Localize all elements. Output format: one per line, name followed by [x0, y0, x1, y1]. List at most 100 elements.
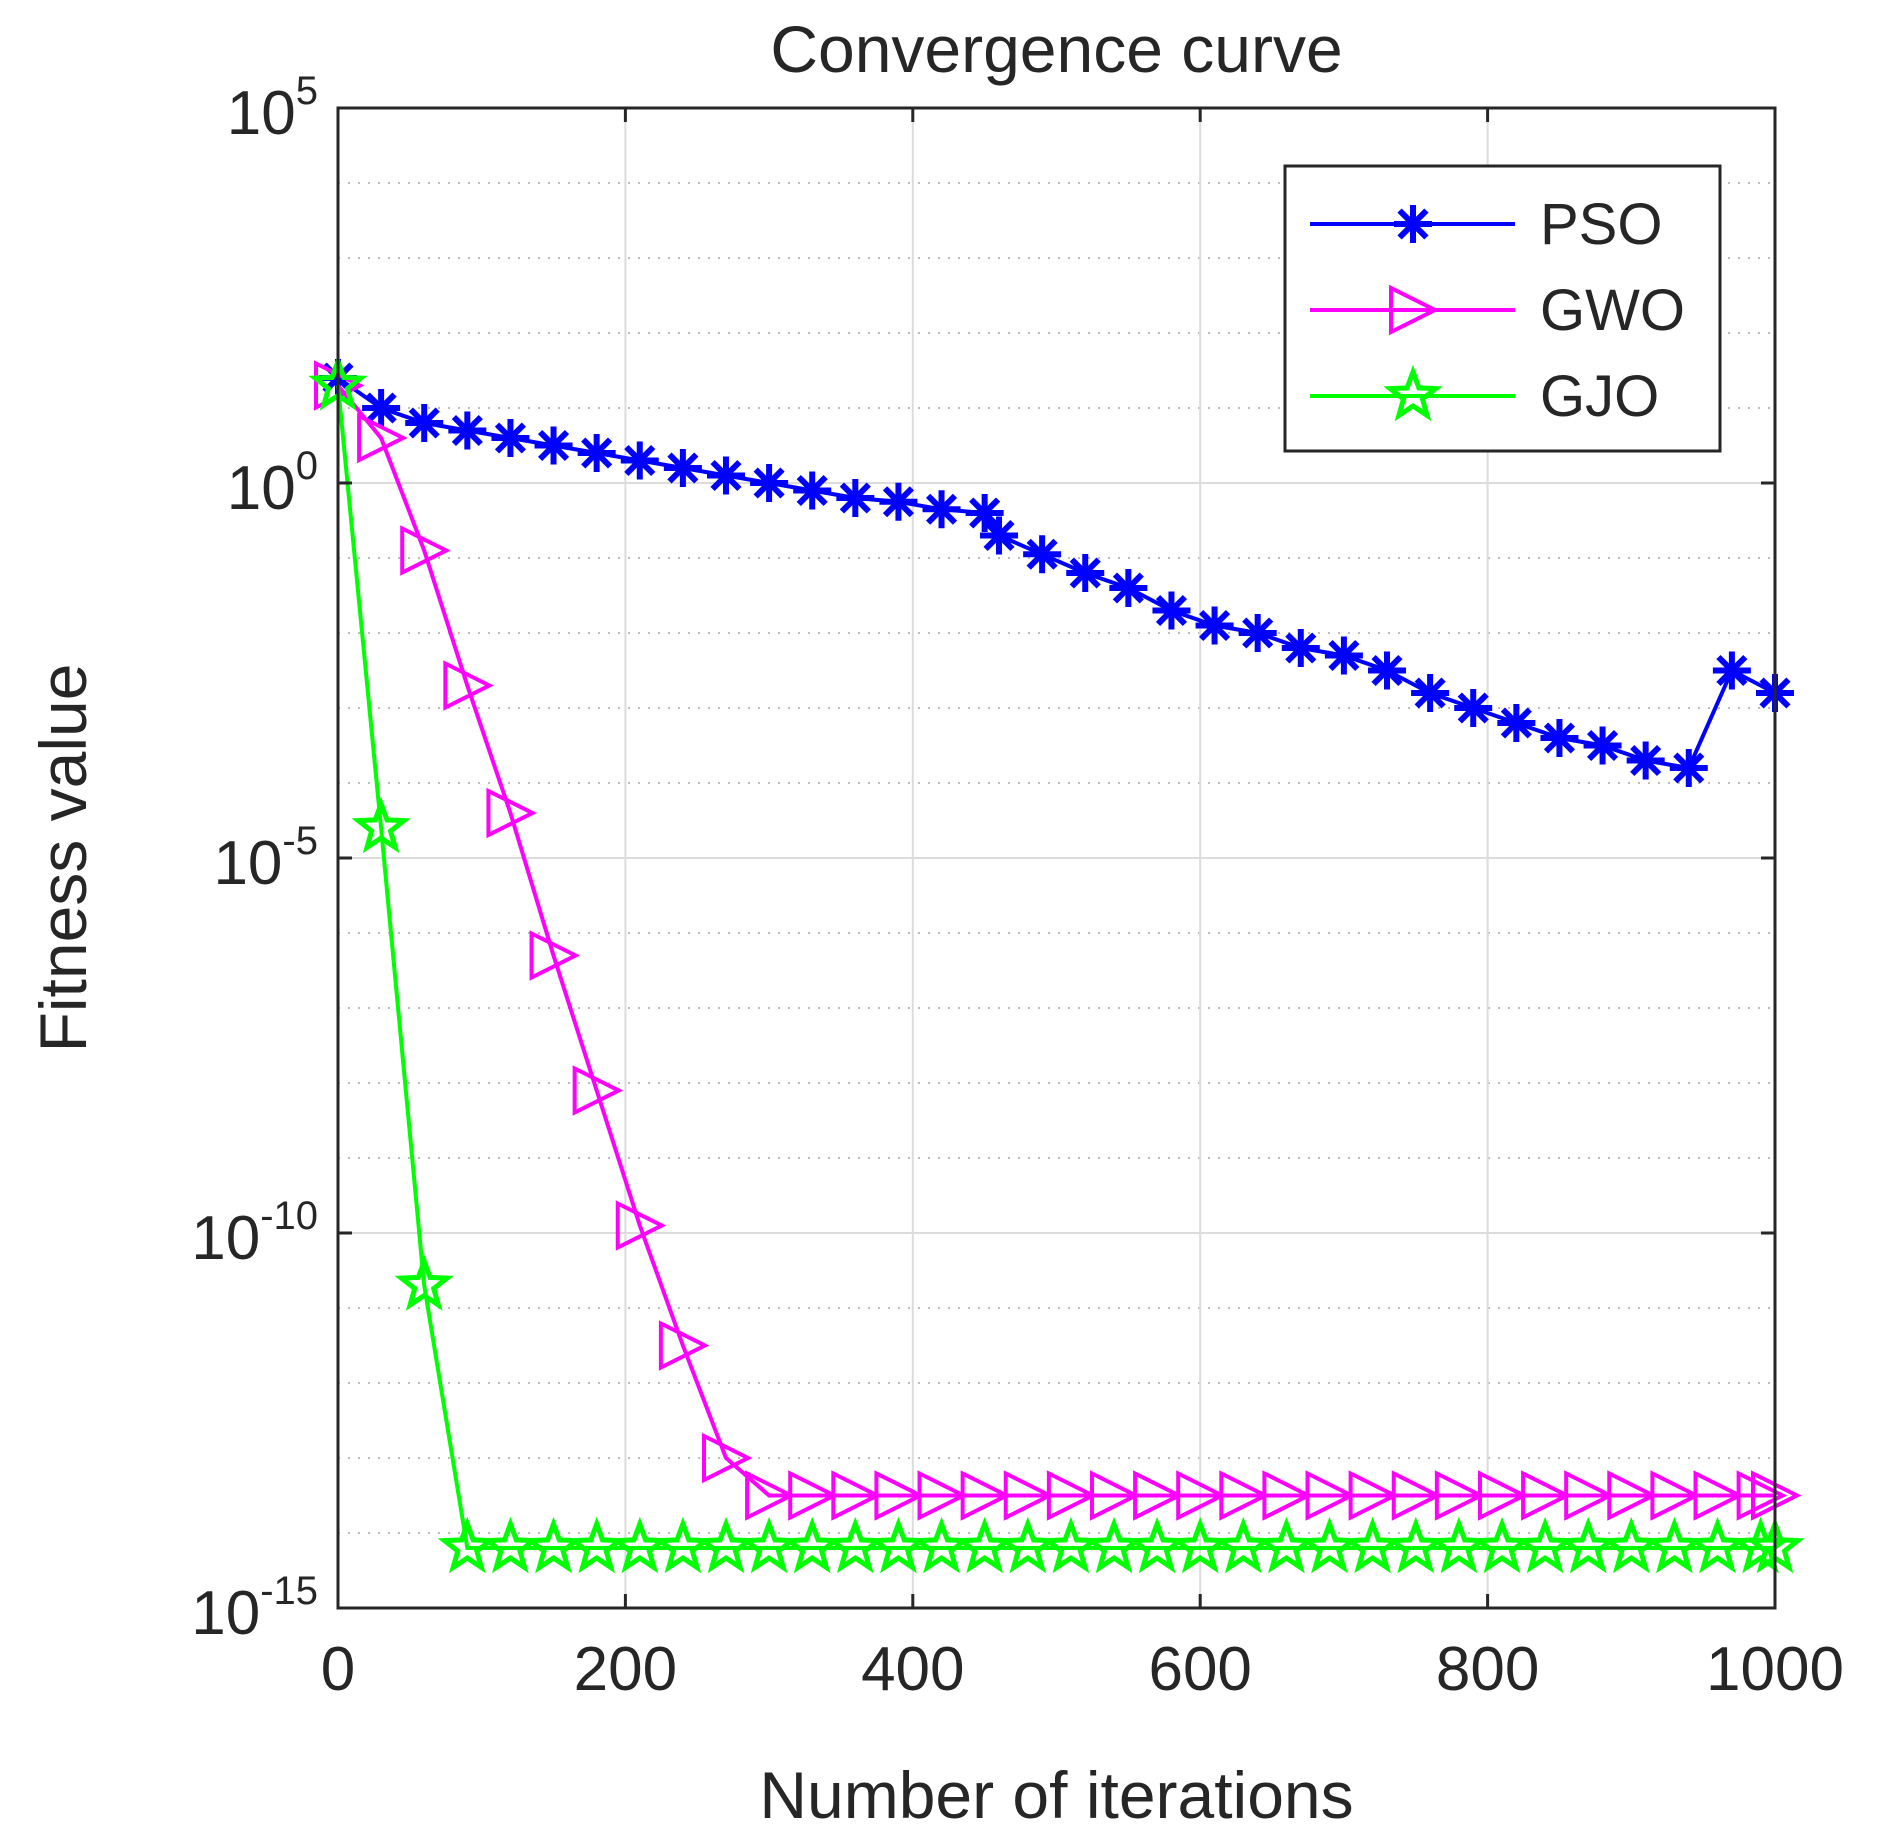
asterisk-stroke — [1242, 617, 1274, 649]
asterisk-stroke — [969, 497, 1001, 529]
data-point-gwo — [1521, 1470, 1572, 1521]
data-point-pso — [1411, 674, 1450, 712]
data-point-pso — [1324, 636, 1363, 675]
data-point-gwo — [917, 1470, 969, 1521]
data-point-pso — [577, 434, 616, 472]
asterisk-stroke — [1500, 707, 1532, 739]
data-point-gwo — [1736, 1470, 1788, 1521]
asterisk-stroke — [925, 493, 958, 525]
data-point-gwo — [486, 787, 537, 839]
data-point-gwo — [1564, 1470, 1615, 1521]
legend-item-pso: PSO — [1310, 192, 1663, 257]
data-point-gwo — [1305, 1470, 1357, 1521]
data-point-gwo — [615, 1200, 667, 1251]
asterisk-stroke — [1630, 744, 1662, 777]
data-point-gwo — [701, 1432, 753, 1484]
asterisk-stroke — [1328, 639, 1360, 672]
asterisk-stroke — [839, 482, 871, 514]
x-tick-label: 0 — [321, 1635, 355, 1704]
data-point-pso — [1497, 704, 1536, 742]
asterisk-stroke — [451, 414, 483, 447]
asterisk-stroke — [983, 519, 1015, 552]
data-point-pso — [1583, 726, 1622, 765]
asterisk-stroke — [1199, 609, 1231, 642]
data-point-gwo — [1176, 1470, 1227, 1521]
data-point-pso — [1066, 554, 1105, 592]
data-point-gwo — [1391, 1470, 1443, 1521]
legend-item-gjo: GJO — [1310, 364, 1659, 429]
data-point-gwo — [400, 525, 451, 576]
data-point-gwo — [529, 930, 581, 981]
data-point-pso — [362, 389, 401, 427]
data-point-pso — [879, 482, 918, 521]
data-point-gjo — [394, 1254, 454, 1311]
data-point-gwo — [658, 1320, 710, 1371]
data-point-pso — [1368, 651, 1407, 690]
data-point-pso — [405, 404, 444, 442]
x-axis-label: Number of iterations — [759, 1758, 1353, 1832]
data-point-gwo — [788, 1470, 839, 1521]
asterisk-stroke — [581, 437, 613, 469]
y-tick-label: 105 — [227, 69, 318, 148]
data-point-gwo — [1693, 1470, 1744, 1521]
data-point-pso — [491, 419, 530, 457]
data-point-pso — [663, 449, 702, 487]
data-point-pso — [793, 471, 832, 510]
data-point-gwo — [1003, 1470, 1055, 1521]
data-point-pso — [1626, 741, 1665, 780]
asterisk-stroke — [494, 422, 526, 454]
legend-label: PSO — [1540, 192, 1663, 257]
legend-label: GJO — [1540, 364, 1659, 429]
legend: PSO GWO GJO — [1283, 164, 1722, 453]
legend-marker-gjo — [1383, 364, 1443, 422]
data-point-gwo — [1133, 1470, 1184, 1521]
x-tick-label: 200 — [574, 1635, 677, 1704]
data-point-pso — [836, 479, 875, 517]
asterisk-stroke — [1285, 632, 1317, 664]
data-point-pso — [1454, 689, 1493, 727]
data-point-pso — [620, 441, 659, 480]
x-tick-label: 800 — [1436, 1635, 1539, 1704]
asterisk-stroke — [1457, 692, 1489, 724]
asterisk-stroke — [1026, 538, 1058, 570]
data-point-pso — [750, 464, 789, 502]
asterisk-stroke — [1543, 722, 1576, 754]
series-line-gwo — [336, 384, 1775, 1498]
asterisk-stroke — [1155, 594, 1188, 627]
asterisk-stroke — [1587, 729, 1619, 762]
asterisk-stroke — [1371, 654, 1403, 687]
data-point-gwo — [1219, 1470, 1270, 1521]
asterisk-stroke — [624, 444, 656, 477]
data-point-pso — [1281, 629, 1320, 667]
data-point-pso — [706, 456, 745, 495]
x-tick-label: 1000 — [1706, 1635, 1844, 1704]
data-point-pso — [1712, 651, 1751, 690]
data-point-gwo — [874, 1470, 925, 1521]
data-point-gjo — [1730, 1516, 1791, 1574]
data-point-gwo — [1348, 1470, 1400, 1521]
asterisk-stroke — [796, 474, 828, 507]
legend-marker-gwo — [1389, 284, 1440, 336]
asterisk-stroke — [882, 486, 914, 518]
asterisk-stroke — [408, 407, 440, 439]
asterisk-stroke — [365, 392, 397, 424]
data-point-gjo — [351, 796, 411, 854]
series-pso — [319, 359, 1794, 787]
legend-item-gwo: GWO — [1310, 278, 1685, 343]
asterisk-stroke — [537, 429, 570, 462]
data-point-gwo — [1434, 1470, 1486, 1521]
y-tick-label: 10-5 — [213, 819, 318, 898]
y-tick-label: 10-15 — [191, 1569, 318, 1648]
y-tick-label: 10-10 — [191, 1194, 318, 1273]
data-point-gwo — [960, 1470, 1012, 1521]
data-point-pso — [1540, 719, 1579, 757]
asterisk-stroke — [1069, 557, 1101, 589]
data-point-gwo — [572, 1065, 624, 1116]
data-point-gwo — [745, 1470, 796, 1521]
data-point-pso — [1023, 535, 1062, 574]
series-group — [308, 354, 1805, 1574]
data-point-gwo — [443, 660, 494, 711]
data-point-gwo — [1089, 1470, 1141, 1521]
data-point-gwo — [1607, 1470, 1658, 1521]
